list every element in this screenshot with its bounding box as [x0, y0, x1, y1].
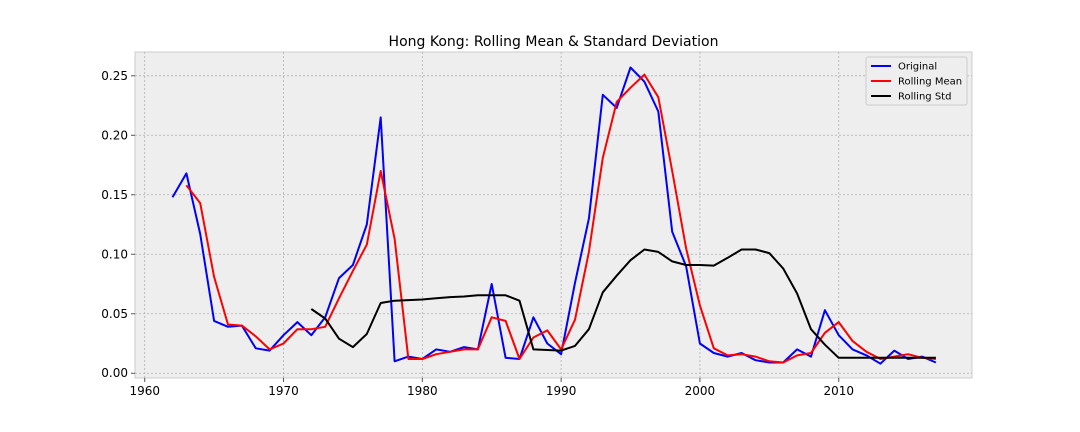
- legend-label-original: Original: [898, 62, 937, 73]
- x-tick-label: 2000: [685, 384, 716, 398]
- series-line-rolling-std: [310, 248, 936, 359]
- series-lines: [171, 66, 937, 365]
- series-line-original: [171, 66, 937, 365]
- legend-label-rolling-mean: Rolling Mean: [898, 77, 962, 88]
- y-axis-ticks: 0.00 0.05 0.10 0.15 0.20 0.25: [101, 69, 135, 380]
- y-tick-label: 0.20: [101, 128, 128, 142]
- x-tick-label: 1970: [268, 384, 299, 398]
- x-tick-label: 2010: [823, 384, 854, 398]
- y-tick-label: 0.05: [101, 307, 128, 321]
- y-tick-label: 0.25: [101, 69, 128, 83]
- plot-background: [134, 51, 973, 379]
- chart-title: Hong Kong: Rolling Mean & Standard Devia…: [389, 34, 719, 50]
- legend-label-rolling-std: Rolling Std: [898, 92, 951, 103]
- legend: Original Rolling Mean Rolling Std: [865, 56, 968, 106]
- series-line-rolling-mean: [185, 73, 936, 364]
- y-tick-label: 0.15: [101, 188, 128, 202]
- x-axis-ticks: 1960 1970 1980 1990 2000 2010: [129, 378, 854, 398]
- x-tick-label: 1960: [129, 384, 160, 398]
- grid: [135, 52, 972, 378]
- legend-box: [865, 56, 968, 106]
- x-tick-label: 1990: [546, 384, 577, 398]
- x-tick-label: 1980: [407, 384, 438, 398]
- y-tick-label: 0.00: [101, 366, 128, 380]
- y-tick-label: 0.10: [101, 247, 128, 261]
